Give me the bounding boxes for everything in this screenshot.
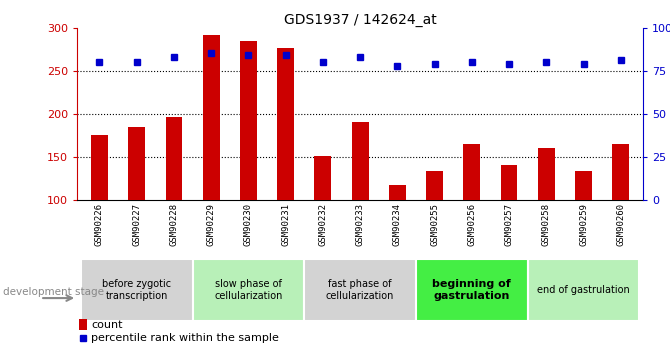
Text: GSM90259: GSM90259 <box>579 203 588 246</box>
Bar <box>500 165 517 200</box>
Text: before zygotic
transcription: before zygotic transcription <box>102 279 172 300</box>
Bar <box>81 259 192 321</box>
Text: GSM90228: GSM90228 <box>170 203 178 246</box>
Text: GSM90233: GSM90233 <box>356 203 364 246</box>
Text: GSM90258: GSM90258 <box>542 203 551 246</box>
Text: GSM90226: GSM90226 <box>95 203 104 246</box>
Text: end of gastrulation: end of gastrulation <box>537 285 630 295</box>
Bar <box>389 186 406 200</box>
Bar <box>165 117 182 200</box>
Text: GSM90230: GSM90230 <box>244 203 253 246</box>
Bar <box>91 136 108 200</box>
Bar <box>277 48 294 200</box>
Text: development stage: development stage <box>3 287 105 296</box>
Text: beginning of
gastrulation: beginning of gastrulation <box>433 279 511 300</box>
Bar <box>538 148 555 200</box>
Text: GSM90232: GSM90232 <box>318 203 328 246</box>
Text: GSM90257: GSM90257 <box>505 203 514 246</box>
Bar <box>203 36 220 200</box>
Bar <box>240 41 257 200</box>
Text: slow phase of
cellularization: slow phase of cellularization <box>214 279 283 300</box>
Text: fast phase of
cellularization: fast phase of cellularization <box>326 279 395 300</box>
Text: GSM90256: GSM90256 <box>468 203 476 246</box>
Bar <box>576 171 592 200</box>
Bar <box>314 156 331 200</box>
Text: count: count <box>91 319 123 329</box>
Bar <box>426 171 443 200</box>
Bar <box>528 259 639 321</box>
Bar <box>464 144 480 200</box>
Title: GDS1937 / 142624_at: GDS1937 / 142624_at <box>284 12 436 27</box>
Bar <box>352 122 368 200</box>
Text: GSM90227: GSM90227 <box>132 203 141 246</box>
Bar <box>612 144 629 200</box>
Text: GSM90255: GSM90255 <box>430 203 439 246</box>
Bar <box>192 259 304 321</box>
Text: GSM90231: GSM90231 <box>281 203 290 246</box>
Text: GSM90260: GSM90260 <box>616 203 625 246</box>
Bar <box>416 259 528 321</box>
Bar <box>79 319 87 330</box>
Text: percentile rank within the sample: percentile rank within the sample <box>91 333 279 343</box>
Text: GSM90234: GSM90234 <box>393 203 402 246</box>
Bar <box>128 127 145 200</box>
Text: GSM90229: GSM90229 <box>206 203 216 246</box>
Bar <box>304 259 416 321</box>
